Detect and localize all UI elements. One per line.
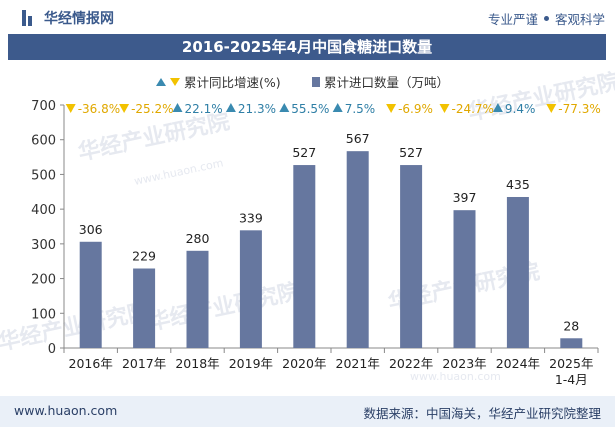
chart: 华经产业研究院华经产业研究院华经产业研究院华经产业研究院华经产业研究院www.h… bbox=[0, 68, 615, 387]
x-tick-label: 2022年 bbox=[389, 356, 433, 371]
bar bbox=[133, 268, 156, 348]
bar-value-label: 229 bbox=[132, 249, 156, 264]
tagline: 专业严谨 客观科学 bbox=[488, 9, 605, 28]
x-tick-label: 2018年 bbox=[175, 356, 219, 371]
brand-name: 华经情报网 bbox=[44, 11, 114, 27]
growth-down-icon bbox=[65, 104, 76, 113]
bar-value-label: 306 bbox=[79, 222, 103, 237]
bar bbox=[79, 241, 102, 348]
watermark-text: 华经产业研究院 bbox=[0, 298, 152, 355]
bar bbox=[239, 230, 262, 348]
x-tick-label: 2017年 bbox=[122, 356, 166, 371]
x-tick-label: 2020年 bbox=[282, 356, 326, 371]
growth-label: -24.7% bbox=[452, 102, 494, 116]
bar bbox=[186, 250, 209, 348]
y-tick-label: 200 bbox=[31, 273, 56, 288]
bar bbox=[400, 165, 423, 348]
growth-up-icon bbox=[492, 103, 503, 112]
bar-value-label: 567 bbox=[346, 131, 370, 146]
legend-marker-bar bbox=[312, 77, 320, 87]
y-tick-label: 100 bbox=[31, 307, 56, 322]
watermark-url: www.huaon.com bbox=[410, 370, 501, 383]
growth-label: 22.1% bbox=[185, 102, 223, 116]
growth-label: -36.8% bbox=[78, 102, 120, 116]
bar-value-label: 397 bbox=[453, 190, 477, 205]
x-tick-label: 2025年 bbox=[549, 356, 593, 371]
growth-label: -25.2% bbox=[131, 102, 173, 116]
watermark-url: www.huaon.com bbox=[133, 156, 225, 188]
growth-up-icon bbox=[225, 103, 236, 112]
y-tick-label: 500 bbox=[31, 168, 56, 183]
bar-value-label: 527 bbox=[399, 145, 423, 160]
growth-label: 55.5% bbox=[291, 102, 329, 116]
bar bbox=[506, 196, 529, 348]
x-tick-label: 2019年 bbox=[229, 356, 273, 371]
growth-label: -77.3% bbox=[558, 102, 600, 116]
y-tick-label: 400 bbox=[31, 203, 56, 218]
top-bar: 华经情报网 专业严谨 客观科学 bbox=[0, 0, 615, 34]
bar-value-label: 280 bbox=[186, 231, 210, 246]
bar bbox=[560, 338, 583, 348]
legend-label-growth: 累计同比增速(%) bbox=[184, 75, 281, 90]
bar bbox=[293, 165, 316, 348]
growth-label: 21.3% bbox=[238, 102, 276, 116]
bar bbox=[346, 151, 369, 348]
growth-label: 7.5% bbox=[345, 102, 376, 116]
x-tick-label: 2016年 bbox=[69, 356, 113, 371]
x-tick-label: 1-4月 bbox=[555, 372, 588, 387]
legend-marker-down-icon bbox=[170, 78, 180, 86]
x-tick-label: 2021年 bbox=[336, 356, 380, 371]
y-tick-label: 300 bbox=[31, 238, 56, 253]
watermark-text: 华经产业研究院 bbox=[146, 278, 302, 335]
growth-down-icon bbox=[386, 104, 397, 113]
x-tick-label: 2024年 bbox=[496, 356, 540, 371]
growth-down-icon bbox=[546, 104, 557, 113]
bar-value-label: 339 bbox=[239, 210, 263, 225]
growth-down-icon bbox=[439, 104, 450, 113]
footer: www.huaon.com 数据来源：中国海关，华经产业研究院整理 bbox=[0, 396, 615, 427]
tagline-1: 专业严谨 bbox=[487, 12, 538, 27]
footer-source: 数据来源：中国海关，华经产业研究院整理 bbox=[363, 406, 601, 421]
bar bbox=[453, 210, 476, 348]
growth-label: 9.4% bbox=[505, 102, 536, 116]
footer-website: www.huaon.com bbox=[14, 403, 118, 418]
watermark-text: 华经产业研究院 bbox=[466, 68, 615, 125]
legend-marker-up-icon bbox=[156, 78, 166, 86]
bullet-icon bbox=[543, 16, 549, 21]
bar-value-label: 435 bbox=[506, 177, 530, 192]
x-tick-label: 2023年 bbox=[442, 356, 486, 371]
growth-up-icon bbox=[172, 103, 183, 112]
growth-label: -6.9% bbox=[398, 102, 433, 116]
bar-value-label: 28 bbox=[563, 318, 579, 333]
legend-label-volume: 累计进口数量（万吨） bbox=[324, 75, 449, 90]
tagline-2: 客观科学 bbox=[554, 12, 605, 27]
brand: 华经情报网 bbox=[22, 8, 114, 28]
y-tick-label: 600 bbox=[31, 134, 56, 149]
y-tick-label: 0 bbox=[48, 342, 56, 357]
watermark-text: 华经产业研究院 bbox=[76, 108, 232, 165]
brand-logo-icon bbox=[22, 10, 36, 26]
growth-down-icon bbox=[119, 104, 130, 113]
growth-up-icon bbox=[279, 103, 290, 112]
bar-value-label: 527 bbox=[292, 145, 316, 160]
y-tick-label: 700 bbox=[31, 99, 56, 114]
growth-up-icon bbox=[332, 103, 343, 112]
chart-title: 2016-2025年4月中国食糖进口数量 bbox=[8, 34, 606, 60]
